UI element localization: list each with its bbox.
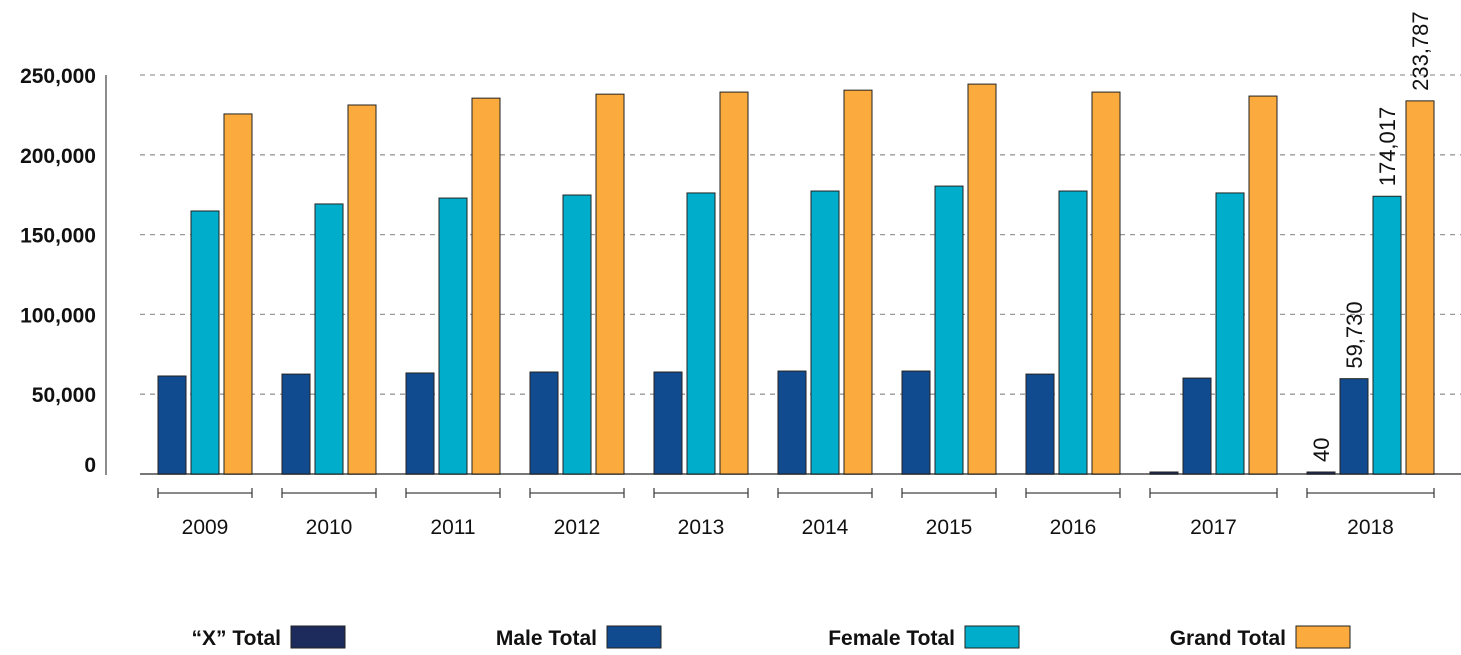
bar-grand-total-2015 — [967, 83, 997, 475]
bar-female-total-2017 — [1215, 192, 1245, 475]
legend-swatch — [290, 625, 346, 649]
bar-male-total-2010 — [281, 373, 311, 475]
bar-male-total-2018 — [1339, 378, 1369, 475]
bar-grand-total-2010 — [347, 104, 377, 475]
legend-label: Grand Total — [1170, 627, 1286, 650]
bar-male-total-2009 — [157, 375, 187, 475]
x-tick-label: 2012 — [554, 516, 601, 539]
x-tick-label: 2009 — [182, 516, 229, 539]
bar-female-total-2011 — [438, 197, 468, 475]
legend-label: Male Total — [496, 627, 597, 650]
x-tick-label: 2011 — [430, 516, 475, 539]
bar-x-total-2017 — [1149, 471, 1179, 475]
legend-swatch — [606, 625, 662, 649]
bar-grand-total-2009 — [223, 113, 253, 475]
bar-male-total-2014 — [777, 370, 807, 475]
legend-label: “X” Total — [192, 627, 281, 650]
bar-x-total-2018 — [1306, 471, 1336, 475]
x-tick-label: 2017 — [1190, 516, 1237, 539]
x-tick-label: 2014 — [802, 516, 849, 539]
legend-swatch — [1295, 625, 1351, 649]
x-tick-label: 2015 — [926, 516, 973, 539]
data-label: 40 — [1309, 438, 1334, 462]
bar-female-total-2014 — [810, 190, 840, 475]
bar-grand-total-2012 — [595, 93, 625, 475]
bar-grand-total-2016 — [1091, 91, 1121, 475]
bar-male-total-2016 — [1025, 373, 1055, 475]
bar-grand-total-2011 — [471, 97, 501, 475]
bar-female-total-2010 — [314, 203, 344, 475]
bar-female-total-2009 — [190, 210, 220, 475]
bar-male-total-2017 — [1182, 377, 1212, 475]
legend-label: Female Total — [828, 627, 955, 650]
bar-grand-total-2013 — [719, 91, 749, 475]
data-label: 59,730 — [1342, 301, 1367, 368]
y-tick-label: 50,000 — [32, 384, 96, 407]
bar-male-total-2015 — [901, 370, 931, 475]
y-tick-label: 0 — [84, 454, 96, 477]
y-tick-label: 250,000 — [20, 65, 96, 88]
bar-female-total-2012 — [562, 194, 592, 475]
x-tick-label: 2018 — [1347, 516, 1394, 539]
x-tick-label: 2010 — [306, 516, 353, 539]
y-tick-label: 150,000 — [20, 225, 96, 248]
x-tick-label: 2016 — [1050, 516, 1097, 539]
y-tick-label: 200,000 — [20, 145, 96, 168]
bar-male-total-2011 — [405, 372, 435, 475]
legend-swatch — [964, 625, 1020, 649]
bar-female-total-2016 — [1058, 190, 1088, 475]
bar-male-total-2013 — [653, 371, 683, 475]
bar-female-total-2015 — [934, 185, 964, 475]
x-tick-label: 2013 — [678, 516, 725, 539]
bar-grand-total-2014 — [843, 89, 873, 475]
y-tick-label: 100,000 — [20, 304, 96, 327]
data-label: 233,787 — [1408, 11, 1433, 91]
bar-male-total-2012 — [529, 371, 559, 475]
data-label: 174,017 — [1375, 107, 1400, 187]
bar-female-total-2018 — [1372, 195, 1402, 475]
bar-grand-total-2018 — [1405, 100, 1435, 475]
bar-grand-total-2017 — [1248, 95, 1278, 475]
bar-female-total-2013 — [686, 192, 716, 475]
